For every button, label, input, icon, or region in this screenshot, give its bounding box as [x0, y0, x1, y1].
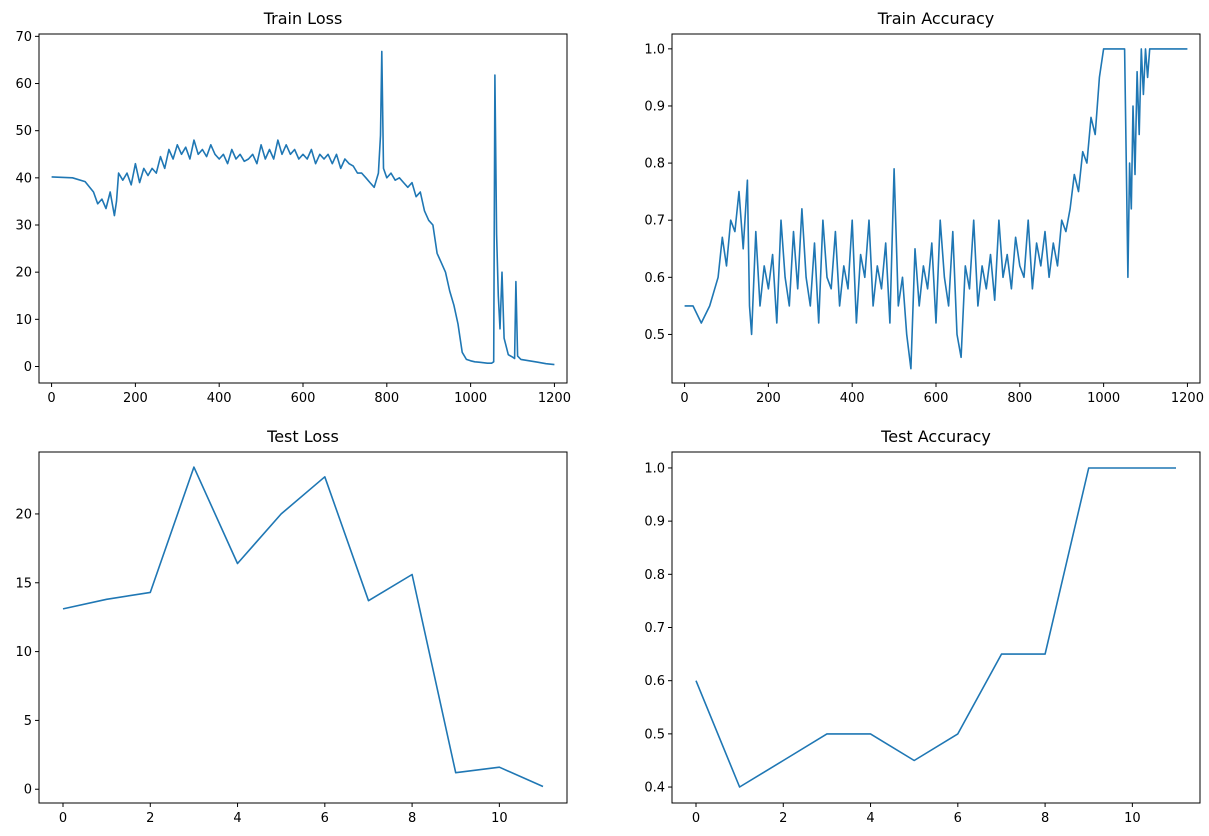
train-loss-y-tick-label: 50: [15, 124, 32, 139]
test-accuracy-title: Test Accuracy: [880, 427, 991, 446]
train-loss-series-line: [51, 50, 555, 366]
test-loss-series-line: [62, 466, 544, 788]
train-accuracy-x-tick-label: 0: [680, 391, 688, 406]
train-accuracy-y-tick-label: 0.6: [644, 271, 665, 286]
test-accuracy-x-tick-label: 6: [954, 811, 962, 826]
test-accuracy-y-tick-label: 0.5: [644, 727, 665, 742]
train-loss-y-tick-label: 0: [24, 360, 32, 375]
train-accuracy-x-tick-label: 200: [756, 391, 781, 406]
train-accuracy-x-tick-label: 400: [840, 391, 865, 406]
train-accuracy-chart: 0 200 400 600 800 1000 1200 0.5 0.6 0.7 0.8 0.9 1.0 T…: [644, 9, 1204, 406]
train-accuracy-y-tick-label: 0.9: [644, 99, 665, 114]
train-accuracy-x-tick-label: 800: [1007, 391, 1032, 406]
train-loss-y-tick-label: 10: [15, 313, 32, 328]
train-accuracy-title: Train Accuracy: [877, 9, 995, 28]
test-accuracy-x-tick-label: 4: [866, 811, 874, 826]
train-loss-y-tick-label: 30: [15, 219, 32, 234]
train-accuracy-y-tick-label: 1.0: [644, 42, 665, 57]
test-accuracy-y-tick-label: 1.0: [644, 461, 665, 476]
train-accuracy-x-tick-label: 1000: [1087, 391, 1120, 406]
test-loss-x-tick-label: 4: [233, 811, 241, 826]
train-loss-x-tick-label: 800: [374, 391, 399, 406]
test-loss-x-tick-label: 0: [59, 811, 67, 826]
test-accuracy-series-line: [695, 467, 1176, 788]
train-accuracy-x-tick-label: 1200: [1171, 391, 1204, 406]
test-loss-x-tick-label: 10: [491, 811, 508, 826]
test-loss-y-tick-label: 10: [15, 645, 32, 660]
train-loss-y-tick-label: 70: [15, 30, 32, 45]
test-accuracy-x-tick-label: 8: [1041, 811, 1049, 826]
train-loss-x-tick-label: 400: [207, 391, 232, 406]
test-loss-x-tick-label: 6: [321, 811, 329, 826]
train-loss-plot-frame: [38, 33, 568, 384]
train-loss-y-tick-label: 40: [15, 171, 32, 186]
test-accuracy-chart: 0 2 4 6 8 10 0.4 0.5 0.6 0.7 0.8 0.9 1.0 Test Accurac…: [644, 427, 1201, 826]
test-accuracy-x-tick-label: 0: [692, 811, 700, 826]
train-loss-y-tick-label: 60: [15, 77, 32, 92]
test-loss-x-tick-label: 8: [408, 811, 416, 826]
test-loss-y-tick-label: 5: [24, 714, 32, 729]
train-loss-x-tick-label: 600: [291, 391, 316, 406]
test-loss-title: Test Loss: [266, 427, 339, 446]
test-accuracy-y-tick-label: 0.6: [644, 674, 665, 689]
test-loss-y-tick-label: 0: [24, 783, 32, 798]
train-accuracy-x-tick-label: 600: [924, 391, 949, 406]
test-loss-y-tick-label: 15: [15, 576, 32, 591]
test-accuracy-y-tick-label: 0.9: [644, 515, 665, 530]
train-loss-title: Train Loss: [263, 9, 343, 28]
test-loss-chart: 0 2 4 6 8 10 0 5 10 15 20 Test Loss: [15, 427, 568, 826]
train-loss-chart: 0 200 400 600 800 1000 1200 0 10 20 30 40 50 60 70 Trai…: [15, 9, 571, 406]
test-loss-plot-frame: [38, 451, 568, 804]
train-accuracy-y-tick-label: 0.5: [644, 328, 665, 343]
test-loss-y-tick-label: 20: [15, 507, 32, 522]
train-accuracy-y-tick-label: 0.7: [644, 214, 665, 229]
test-loss-x-tick-label: 2: [146, 811, 154, 826]
test-accuracy-plot-frame: [671, 451, 1201, 804]
test-accuracy-y-tick-label: 0.8: [644, 568, 665, 583]
train-accuracy-y-tick-label: 0.8: [644, 157, 665, 172]
train-loss-x-tick-label: 1200: [538, 391, 571, 406]
train-loss-x-tick-label: 1000: [454, 391, 487, 406]
test-accuracy-y-tick-label: 0.4: [644, 781, 665, 796]
test-accuracy-x-tick-label: 10: [1124, 811, 1141, 826]
test-accuracy-y-tick-label: 0.7: [644, 621, 665, 636]
train-loss-y-tick-label: 20: [15, 266, 32, 281]
train-loss-x-tick-label: 0: [47, 391, 55, 406]
train-accuracy-series-line: [684, 48, 1188, 370]
test-accuracy-x-tick-label: 2: [779, 811, 787, 826]
train-loss-x-tick-label: 200: [123, 391, 148, 406]
